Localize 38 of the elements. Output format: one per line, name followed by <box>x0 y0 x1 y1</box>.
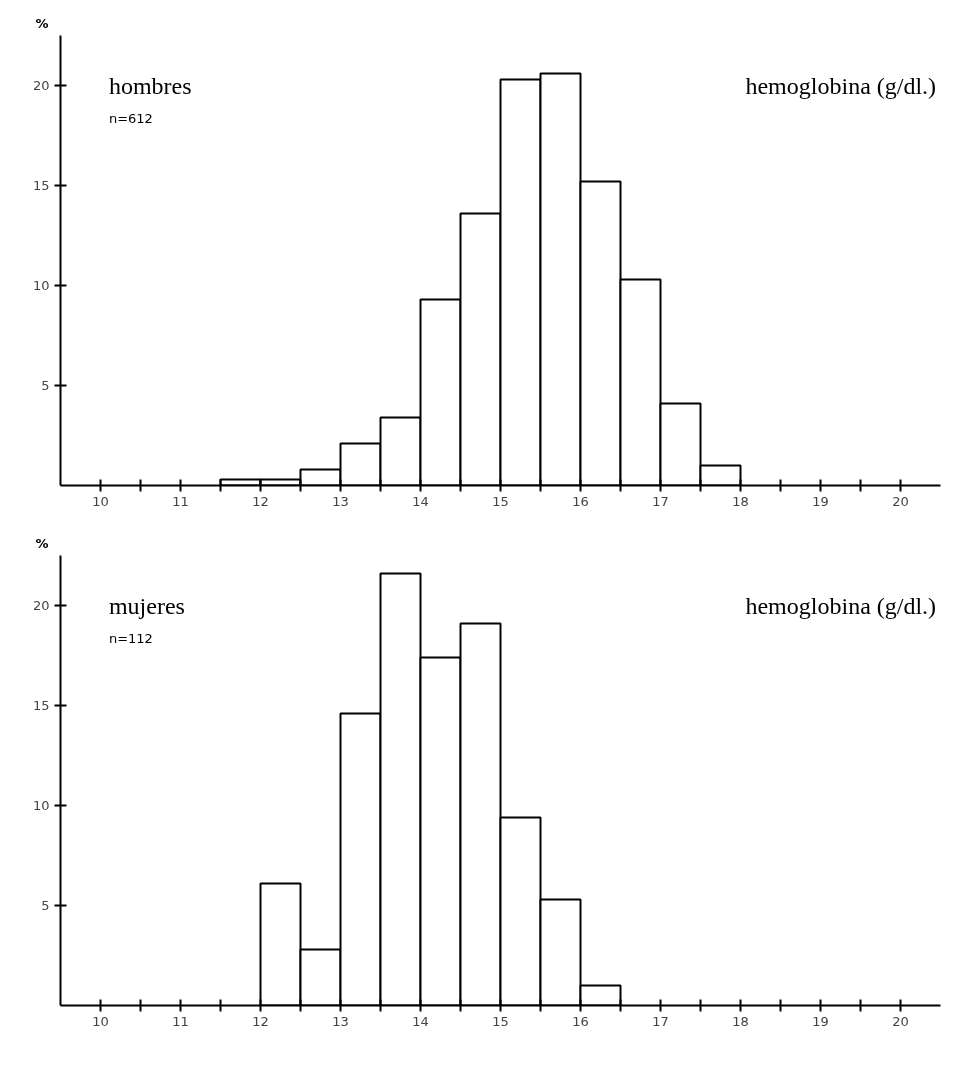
y-tick-label: 20 <box>32 598 50 613</box>
text: n=112 <box>108 630 153 646</box>
y-tick-label: 15 <box>32 698 50 713</box>
text: hombres <box>108 72 192 99</box>
text: n=612 <box>108 110 153 126</box>
x-tick-label: 13 <box>332 493 349 509</box>
x-tick-label: 10 <box>92 493 109 509</box>
x-tick-label: 17 <box>652 493 669 509</box>
x-tick-label: 12 <box>252 493 269 509</box>
x-tick-label: 15 <box>492 493 509 509</box>
y-tick-label: 15 <box>32 178 50 193</box>
x-tick-label: 19 <box>812 493 829 509</box>
y-tick-label: 5 <box>41 898 50 913</box>
x-tick-label: 13 <box>332 1013 349 1029</box>
x-tick-label: 19 <box>812 1013 829 1029</box>
x-tick-label: 12 <box>252 1013 269 1029</box>
x-tick-label: 10 <box>92 1013 109 1029</box>
x-tick-label: 16 <box>572 1013 589 1029</box>
x-tick-label: 14 <box>412 493 429 509</box>
x-tick-label: 14 <box>412 1013 429 1029</box>
x-tick-label: 20 <box>892 493 909 509</box>
x-tick-label: 11 <box>172 493 189 509</box>
y-axis-title: % <box>35 535 49 551</box>
x-tick-label: 11 <box>172 1013 189 1029</box>
x-axis-title: hemoglobina (g/dl.) <box>745 72 937 99</box>
y-tick-label: 10 <box>32 798 50 813</box>
y-tick-label: 5 <box>41 378 50 393</box>
text: mujeres <box>108 592 185 619</box>
x-axis-title: hemoglobina (g/dl.) <box>745 592 937 619</box>
x-tick-label: 17 <box>652 1013 669 1029</box>
x-tick-label: 18 <box>732 1013 749 1029</box>
x-tick-label: 15 <box>492 1013 509 1029</box>
x-tick-label: 16 <box>572 493 589 509</box>
y-tick-label: 10 <box>32 278 50 293</box>
y-axis-title: % <box>35 15 49 31</box>
x-tick-label: 18 <box>732 493 749 509</box>
y-tick-label: 20 <box>32 78 50 93</box>
x-tick-label: 20 <box>892 1013 909 1029</box>
